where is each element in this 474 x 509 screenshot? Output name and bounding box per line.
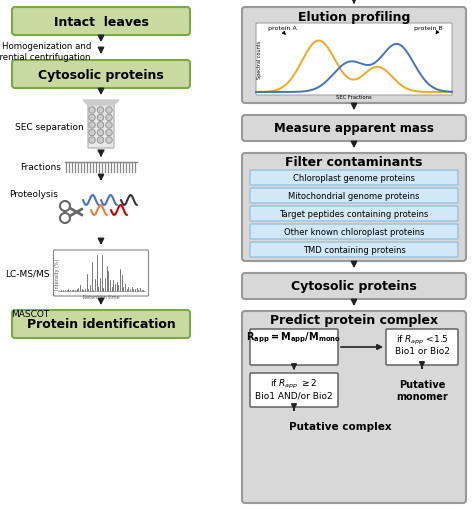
Circle shape bbox=[89, 137, 95, 144]
Text: Mitochondrial genome proteins: Mitochondrial genome proteins bbox=[288, 191, 420, 201]
Circle shape bbox=[97, 107, 104, 114]
Circle shape bbox=[97, 115, 104, 122]
FancyBboxPatch shape bbox=[250, 373, 338, 407]
FancyBboxPatch shape bbox=[250, 171, 458, 186]
Circle shape bbox=[89, 123, 95, 129]
FancyBboxPatch shape bbox=[256, 24, 452, 96]
Text: Proteolysis: Proteolysis bbox=[9, 190, 58, 199]
Text: Target peptides containing proteins: Target peptides containing proteins bbox=[279, 210, 428, 218]
FancyBboxPatch shape bbox=[250, 189, 458, 204]
Circle shape bbox=[97, 123, 104, 129]
Text: Measure apparent mass: Measure apparent mass bbox=[274, 122, 434, 135]
Circle shape bbox=[106, 137, 112, 144]
Circle shape bbox=[106, 107, 112, 114]
Text: TMD containing proteins: TMD containing proteins bbox=[302, 245, 405, 254]
Circle shape bbox=[106, 123, 112, 129]
Circle shape bbox=[97, 137, 104, 144]
Circle shape bbox=[89, 107, 95, 114]
Text: Filter contaminants: Filter contaminants bbox=[285, 156, 423, 169]
Circle shape bbox=[89, 130, 95, 136]
Text: if $R_{app}$ <1.5: if $R_{app}$ <1.5 bbox=[396, 333, 448, 346]
FancyBboxPatch shape bbox=[250, 329, 338, 365]
Text: SEC Fractions: SEC Fractions bbox=[336, 95, 372, 100]
Circle shape bbox=[89, 115, 95, 122]
Text: Protein identification: Protein identification bbox=[27, 318, 175, 331]
Circle shape bbox=[60, 214, 70, 223]
FancyBboxPatch shape bbox=[12, 8, 190, 36]
FancyBboxPatch shape bbox=[250, 207, 458, 221]
FancyBboxPatch shape bbox=[242, 8, 466, 104]
Text: Intact  leaves: Intact leaves bbox=[54, 15, 148, 29]
Text: Cytosolic proteins: Cytosolic proteins bbox=[291, 280, 417, 293]
Text: Putative complex: Putative complex bbox=[289, 421, 392, 431]
Text: Homogenization and
differential centrifugation: Homogenization and differential centrifu… bbox=[0, 42, 91, 62]
FancyBboxPatch shape bbox=[54, 250, 148, 296]
Text: if $R_{app}$ $\geq$2: if $R_{app}$ $\geq$2 bbox=[270, 377, 318, 390]
Text: Elution profiling: Elution profiling bbox=[298, 11, 410, 23]
Text: MASCOT: MASCOT bbox=[11, 310, 49, 319]
FancyBboxPatch shape bbox=[12, 310, 190, 338]
Polygon shape bbox=[83, 101, 119, 106]
Text: $\mathbf{R_{app}}$$\mathbf{= M_{app}/M_{mono}}$: $\mathbf{R_{app}}$$\mathbf{= M_{app}/M_{… bbox=[246, 330, 342, 345]
Circle shape bbox=[97, 130, 104, 136]
Text: protein B: protein B bbox=[414, 26, 443, 31]
FancyBboxPatch shape bbox=[88, 105, 114, 149]
Circle shape bbox=[106, 115, 112, 122]
FancyBboxPatch shape bbox=[386, 329, 458, 365]
Text: SEC separation: SEC separation bbox=[15, 122, 84, 131]
Text: Spectral counts: Spectral counts bbox=[257, 41, 262, 79]
Text: Chloroplast genome proteins: Chloroplast genome proteins bbox=[293, 174, 415, 183]
FancyBboxPatch shape bbox=[12, 61, 190, 89]
Text: Cytosolic proteins: Cytosolic proteins bbox=[38, 68, 164, 81]
Text: Putative
monomer: Putative monomer bbox=[396, 379, 448, 401]
Circle shape bbox=[106, 130, 112, 136]
Text: Predict protein complex: Predict protein complex bbox=[270, 314, 438, 327]
FancyBboxPatch shape bbox=[250, 224, 458, 240]
Text: Fractions: Fractions bbox=[20, 163, 61, 172]
Text: Bio1 AND/or Bio2: Bio1 AND/or Bio2 bbox=[255, 391, 333, 400]
Text: LC-MS/MS: LC-MS/MS bbox=[5, 269, 49, 278]
FancyBboxPatch shape bbox=[250, 242, 458, 258]
FancyBboxPatch shape bbox=[242, 154, 466, 262]
Text: Intensity (%): Intensity (%) bbox=[55, 258, 60, 289]
Text: Retention time: Retention time bbox=[83, 294, 119, 299]
Text: Other known chloroplast proteins: Other known chloroplast proteins bbox=[284, 228, 424, 237]
Circle shape bbox=[60, 202, 70, 212]
FancyBboxPatch shape bbox=[242, 116, 466, 142]
Polygon shape bbox=[97, 149, 105, 153]
Text: Bio1 or Bio2: Bio1 or Bio2 bbox=[394, 347, 449, 356]
FancyBboxPatch shape bbox=[242, 273, 466, 299]
FancyBboxPatch shape bbox=[242, 312, 466, 503]
Text: protein A: protein A bbox=[268, 26, 297, 31]
